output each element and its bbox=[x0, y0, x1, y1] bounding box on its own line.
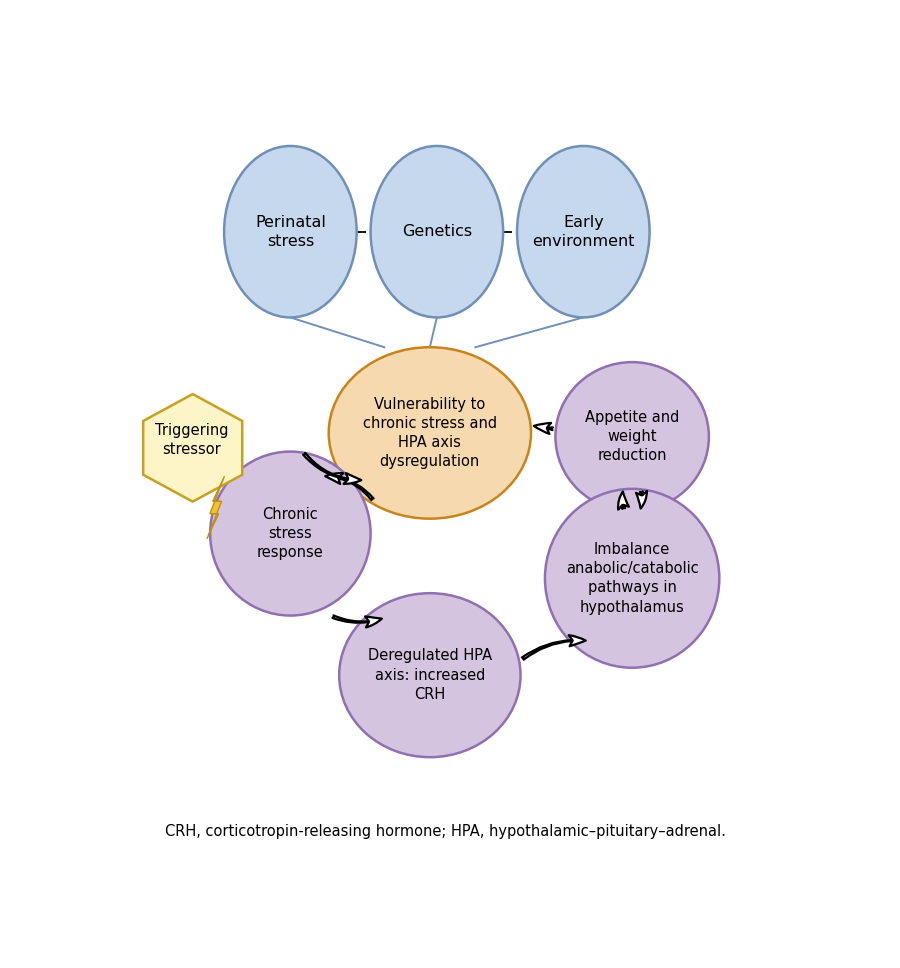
Text: Vulnerability to
chronic stress and
HPA axis
dysregulation: Vulnerability to chronic stress and HPA … bbox=[363, 397, 497, 469]
Ellipse shape bbox=[224, 146, 356, 318]
Ellipse shape bbox=[371, 146, 503, 318]
Ellipse shape bbox=[555, 362, 709, 511]
Ellipse shape bbox=[339, 593, 520, 757]
Text: Genetics: Genetics bbox=[401, 225, 472, 239]
FancyArrowPatch shape bbox=[618, 492, 629, 509]
Polygon shape bbox=[143, 394, 242, 501]
FancyArrowPatch shape bbox=[534, 423, 553, 434]
Ellipse shape bbox=[328, 348, 531, 519]
FancyArrowPatch shape bbox=[325, 473, 374, 500]
Text: Perinatal
stress: Perinatal stress bbox=[255, 215, 326, 249]
Text: Imbalance
anabolic/catabolic
pathways in
hypothalamus: Imbalance anabolic/catabolic pathways in… bbox=[566, 542, 698, 615]
FancyArrowPatch shape bbox=[303, 453, 361, 484]
Text: Early
environment: Early environment bbox=[532, 215, 634, 249]
FancyArrowPatch shape bbox=[332, 616, 382, 627]
Text: CRH, corticotropin-releasing hormone; HPA, hypothalamic–pituitary–adrenal.: CRH, corticotropin-releasing hormone; HP… bbox=[165, 824, 725, 839]
Text: Deregulated HPA
axis: increased
CRH: Deregulated HPA axis: increased CRH bbox=[368, 649, 492, 702]
FancyArrowPatch shape bbox=[522, 635, 586, 660]
Ellipse shape bbox=[517, 146, 650, 318]
FancyArrowPatch shape bbox=[636, 491, 647, 508]
Text: Chronic
stress
response: Chronic stress response bbox=[257, 507, 324, 560]
Ellipse shape bbox=[545, 489, 719, 668]
Polygon shape bbox=[207, 476, 224, 539]
Text: Appetite and
weight
reduction: Appetite and weight reduction bbox=[585, 410, 680, 464]
Ellipse shape bbox=[211, 451, 371, 616]
Text: Triggering
stressor: Triggering stressor bbox=[155, 423, 228, 457]
